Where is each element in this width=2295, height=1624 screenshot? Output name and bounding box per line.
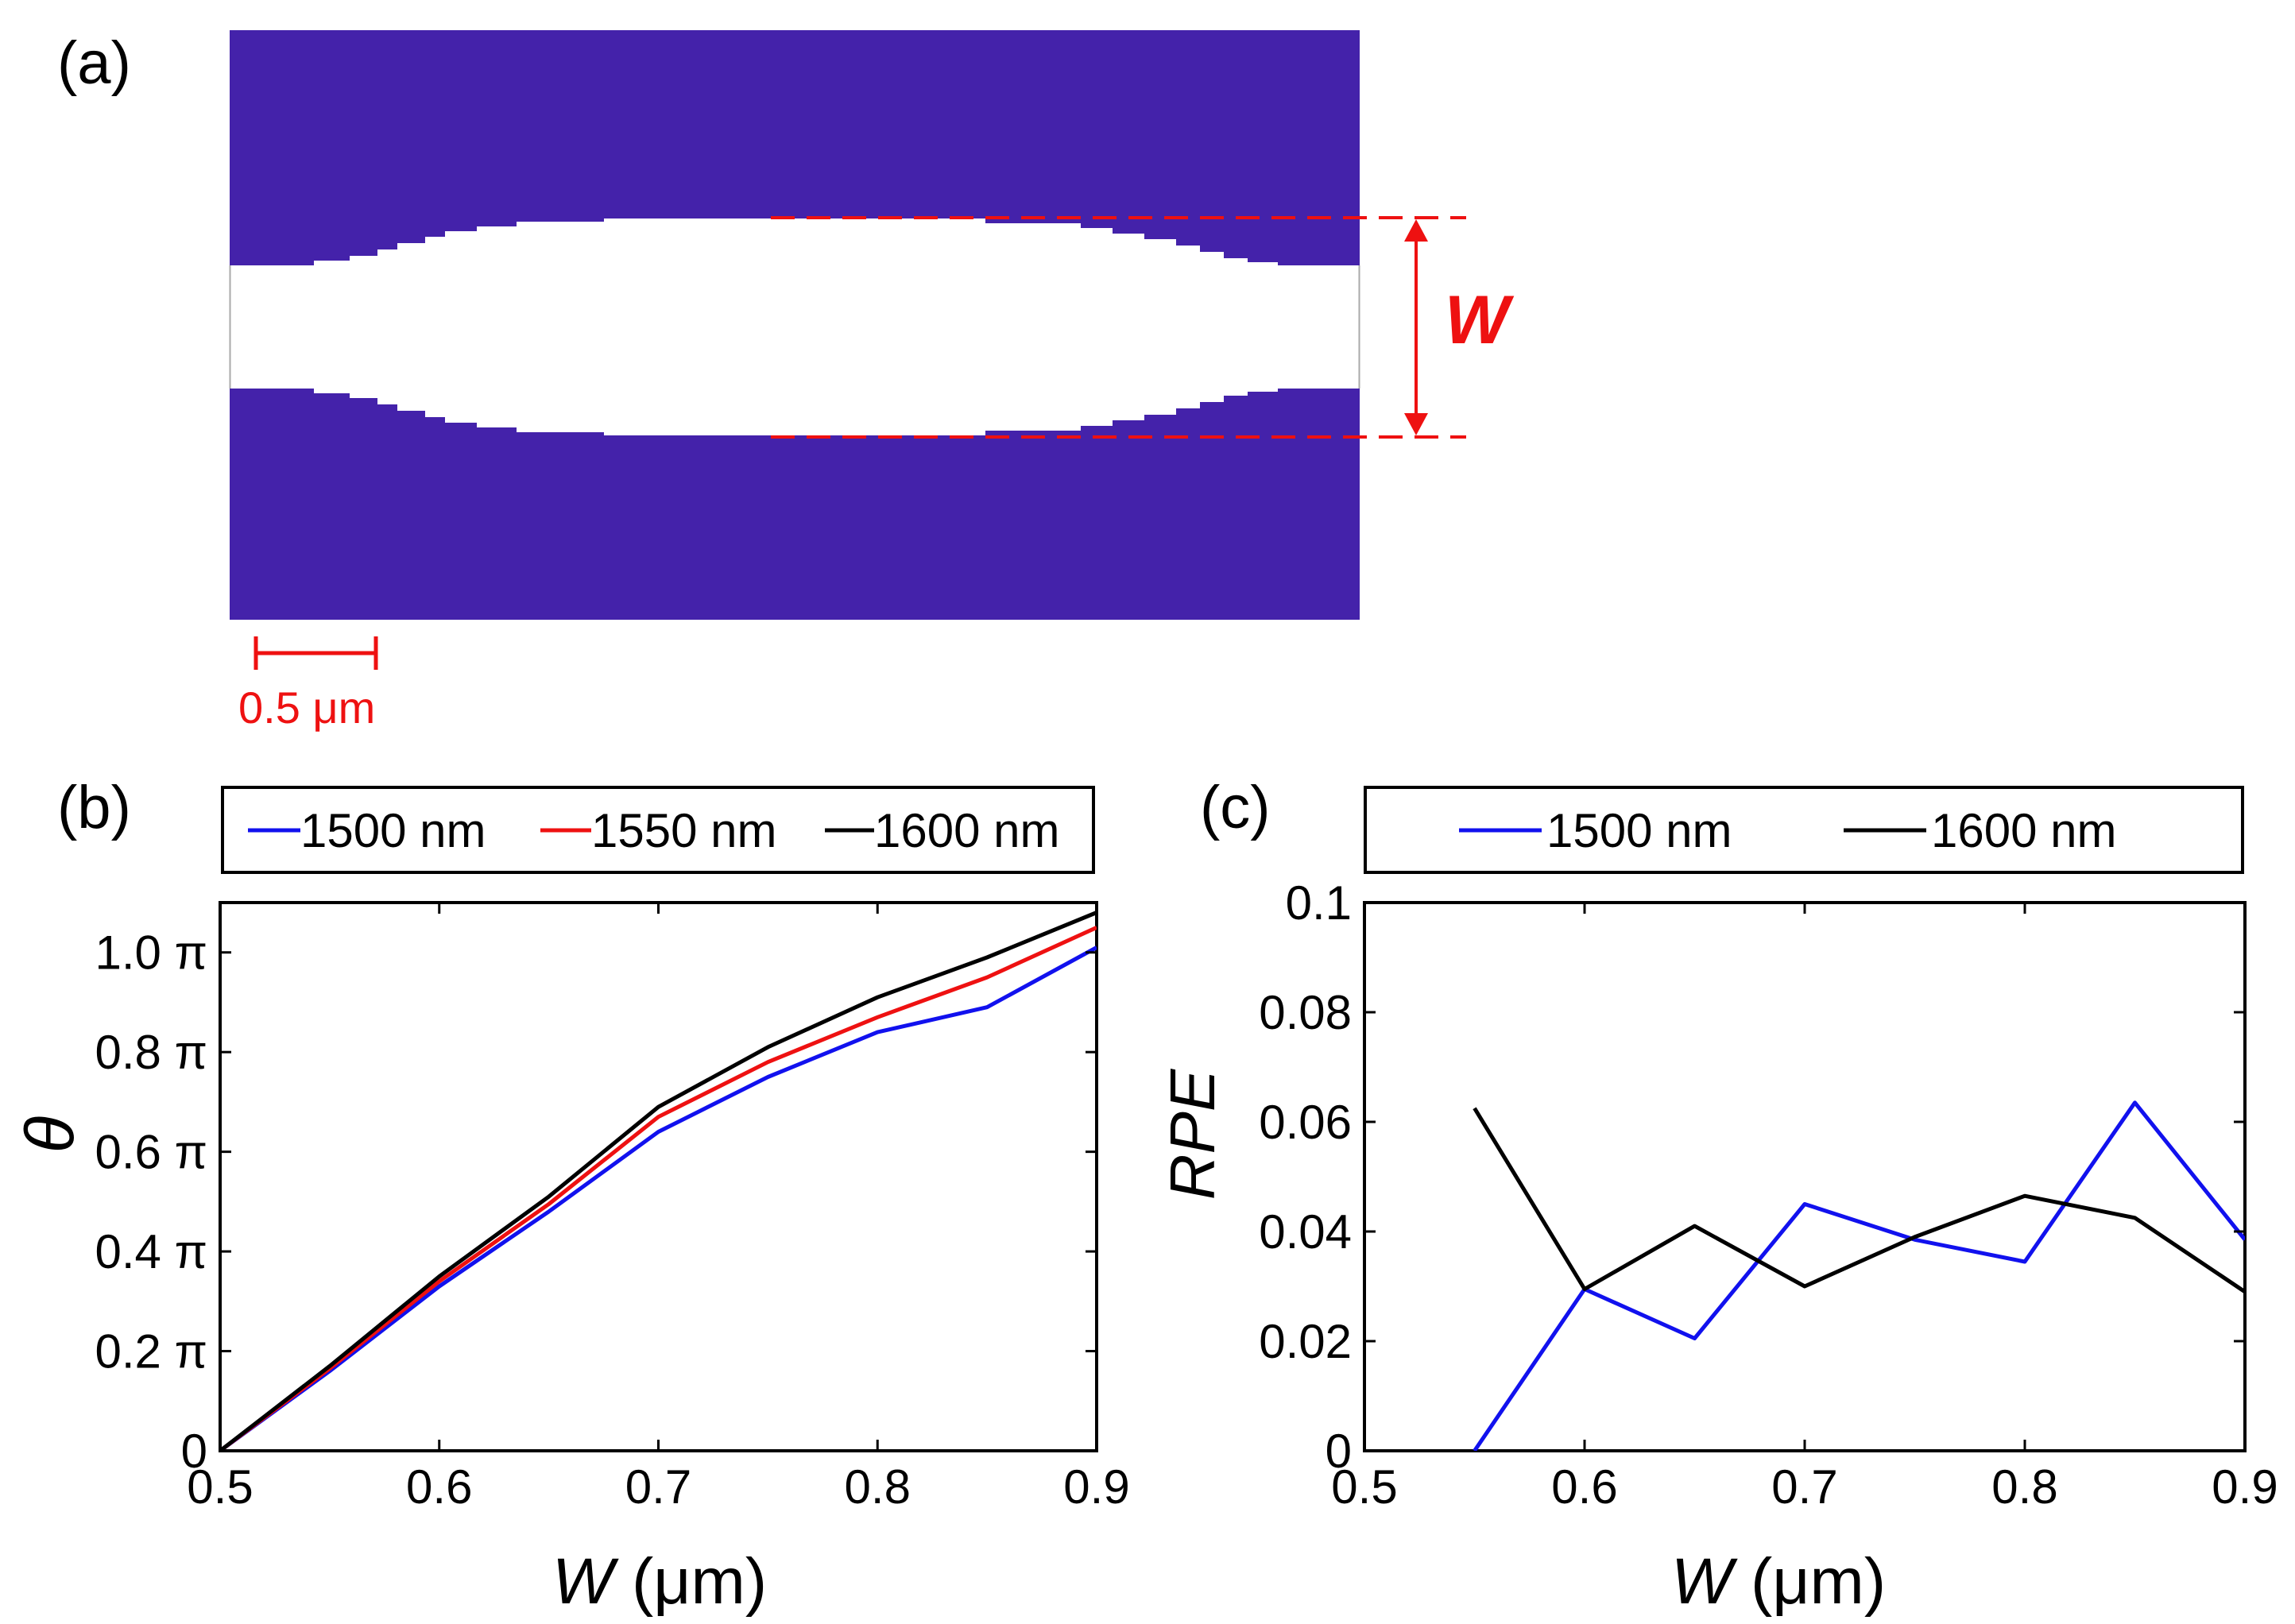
y-tick-label-c: 0.04 — [1259, 1205, 1352, 1259]
y-tick-label-c: 0.06 — [1259, 1096, 1352, 1149]
x-axis-label-c-unit: (μm) — [1732, 1545, 1886, 1618]
x-tick-label-c: 0.7 — [1771, 1460, 1837, 1514]
series-line-b-1550-nm — [220, 926, 1097, 1451]
plot-b: 0.5 0.6 0.7 0.8 0.9 0 0.2 π 0.4 π 0.6 π 0.8 π 1.0 … — [95, 901, 1130, 1514]
y-tick-label-c: 0 — [1326, 1425, 1352, 1478]
plot-frame-c — [1363, 901, 2247, 1452]
y-tick-label-c: 0.02 — [1259, 1315, 1352, 1368]
x-axis-label-c: W (μm) — [1671, 1545, 1886, 1618]
x-tick-label-b: 0.5 — [187, 1460, 253, 1514]
width-symbol: W — [1445, 282, 1515, 358]
legend-b-label-1500: 1500 nm — [300, 804, 486, 857]
panel-c: (c) 1500 nm 1600 nm 0.5 0.6 0.7 0.8 0.9 0 0.02… — [1157, 774, 2278, 1618]
width-arrow-head-up — [1404, 219, 1428, 242]
panel-a: (a) W 0.5 μm — [57, 29, 1515, 733]
y-axis-label-c: RPE — [1157, 1068, 1228, 1200]
panel-a-label: (a) — [57, 29, 131, 97]
series-line-c-1600-nm — [1473, 1107, 2245, 1293]
y-axis-label-b: θ — [12, 1116, 88, 1154]
x-tick-label-c: 0.5 — [1331, 1460, 1397, 1514]
x-axis-label-b-unit: (μm) — [613, 1545, 767, 1618]
legend-c: 1500 nm 1600 nm — [1364, 786, 2244, 874]
x-tick-label-c: 0.9 — [2212, 1460, 2278, 1514]
x-tick-label-b: 0.8 — [845, 1460, 911, 1514]
x-tick-label-c: 0.6 — [1551, 1460, 1617, 1514]
series-line-c-1500-nm — [1473, 1100, 2245, 1451]
legend-c-label-1500: 1500 nm — [1546, 804, 1732, 857]
x-tick-label-b: 0.9 — [1063, 1460, 1129, 1514]
y-tick-label-c: 0.08 — [1259, 986, 1352, 1039]
legend-b-label-1600: 1600 nm — [874, 804, 1060, 857]
scale-bar-label: 0.5 μm — [238, 682, 375, 733]
y-tick-label-b: 0.6 π — [95, 1126, 207, 1179]
x-tick-label-b: 0.7 — [625, 1460, 691, 1514]
y-tick-label-b: 1.0 π — [95, 926, 207, 980]
legend-b-label-1550: 1550 nm — [591, 804, 777, 857]
y-tick-label-b: 0 — [181, 1425, 207, 1478]
y-tick-label-b: 0.2 π — [95, 1325, 207, 1378]
series-line-b-1500-nm — [220, 945, 1097, 1451]
x-tick-label-c: 0.8 — [1991, 1460, 2057, 1514]
x-axis-label-b: W (μm) — [552, 1545, 767, 1618]
panel-c-label: (c) — [1200, 774, 1271, 841]
y-tick-label-b: 0.4 π — [95, 1225, 207, 1278]
x-tick-label-b: 0.6 — [406, 1460, 472, 1514]
panel-b-label: (b) — [57, 774, 131, 841]
device-waveguide-core — [230, 218, 1360, 435]
width-arrow-head-down — [1404, 413, 1428, 435]
x-axis-label-b-symbol: W — [552, 1545, 619, 1618]
series-line-b-1600-nm — [220, 911, 1097, 1451]
legend-b: 1500 nm 1550 nm 1600 nm — [221, 786, 1095, 874]
y-tick-label-c: 0.1 — [1286, 876, 1352, 930]
y-tick-label-b: 0.8 π — [95, 1026, 207, 1079]
plot-c: 0.5 0.6 0.7 0.8 0.9 0 0.02 0.04 0.06 0.08 0.1 — [1259, 876, 2278, 1514]
legend-c-label-1600: 1600 nm — [1931, 804, 2117, 857]
legend-b-box — [221, 786, 1095, 874]
x-axis-label-c-symbol: W — [1671, 1545, 1738, 1618]
panel-b: (b) 1500 nm 1550 nm 1600 nm 0.5 0.6 0.7 0.8… — [12, 774, 1130, 1618]
